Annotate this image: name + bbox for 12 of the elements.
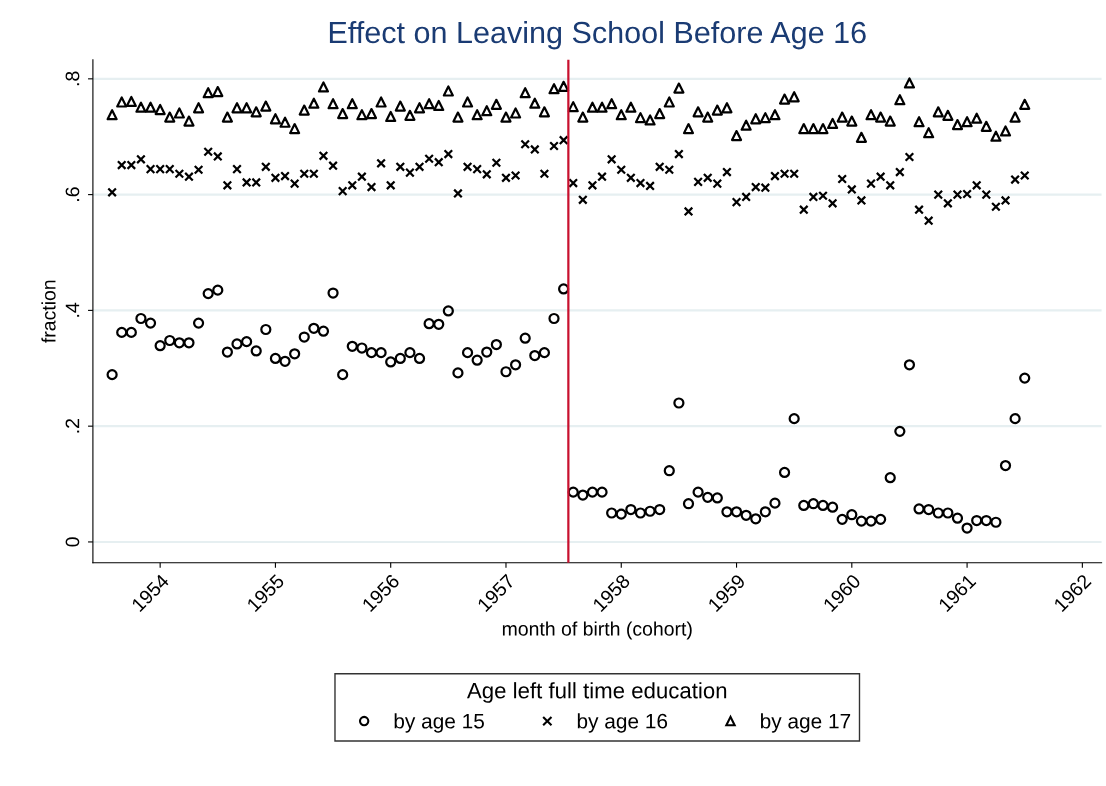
y-tick-label: .2 xyxy=(65,419,80,433)
legend-title: Age left full time education xyxy=(466,682,727,703)
legend-label: by age 16 xyxy=(577,713,668,733)
x-axis-title: month of birth (cohort) xyxy=(502,621,692,640)
y-tick-label: .8 xyxy=(65,71,80,86)
y-tick-label: .4 xyxy=(65,302,80,317)
legend-label: by age 15 xyxy=(394,713,484,733)
chart-title: Effect on Leaving School Before Age 16 xyxy=(329,20,866,50)
legend-label: by age 17 xyxy=(761,713,851,733)
y-axis-title: fraction xyxy=(41,280,56,343)
y-tick-label: .6 xyxy=(65,187,80,201)
y-tick-label: 0 xyxy=(65,537,80,547)
